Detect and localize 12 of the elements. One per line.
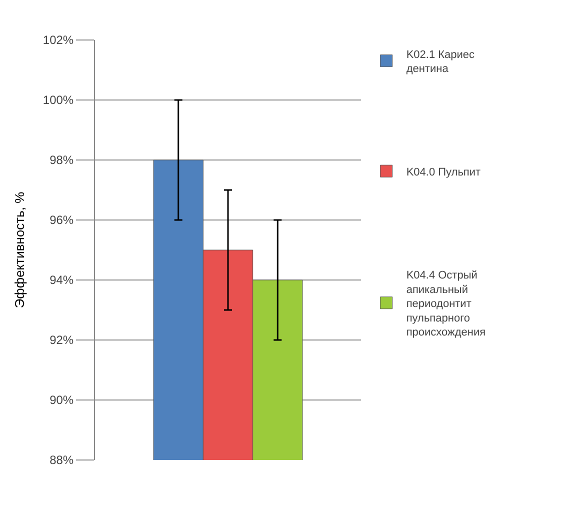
y-tick-label: 90% xyxy=(50,393,74,408)
y-tick-label: 102% xyxy=(42,33,74,48)
y-tick-label: 100% xyxy=(42,93,74,108)
legend-label: K02.1 Кариес дентина xyxy=(406,48,476,76)
y-tick-label: 94% xyxy=(50,273,74,288)
y-axis-title: Эффективность, % xyxy=(12,191,27,308)
y-tick-label: 96% xyxy=(50,213,74,228)
legend-label: K04.4 Острый апикальный периодонтит пульпарного происхождения xyxy=(406,270,486,339)
y-tick-label: 98% xyxy=(50,153,74,168)
legend-label: K04.0 Пульпит xyxy=(406,166,481,178)
y-tick-label: 92% xyxy=(50,333,74,348)
y-tick-label: 88% xyxy=(50,453,74,468)
